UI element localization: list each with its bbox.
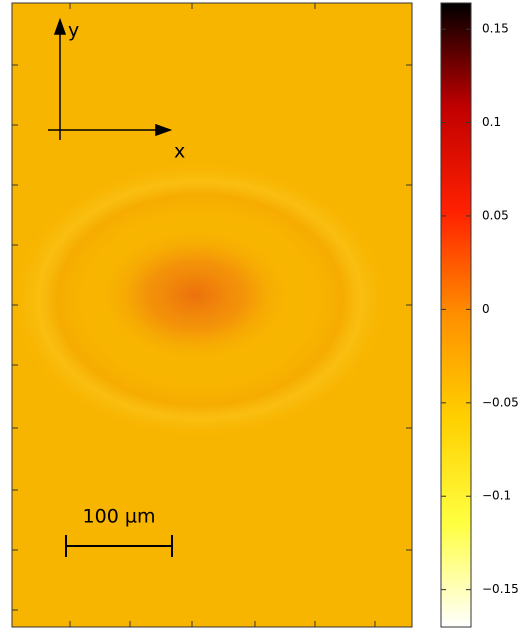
x-label: x <box>174 141 185 163</box>
y-label: y <box>68 20 79 42</box>
colorbar-tick-label: −0.05 <box>482 395 519 409</box>
axes-arrows <box>48 17 173 140</box>
colorbar-tick-label: 0.15 <box>482 22 509 36</box>
scale-bar-label: 100 µm <box>83 506 156 528</box>
colorbar-tick-label: −0.15 <box>482 582 519 596</box>
scale-bar <box>65 535 173 557</box>
colorbar <box>440 2 472 628</box>
colorbar-tick-label: 0.1 <box>482 115 501 129</box>
colorbar-tick-label: 0.05 <box>482 208 509 222</box>
colorbar-tick-label: 0 <box>482 302 490 316</box>
colorbar-tick-label: −0.1 <box>482 489 511 503</box>
image: y x 100 µm <box>10 2 413 628</box>
